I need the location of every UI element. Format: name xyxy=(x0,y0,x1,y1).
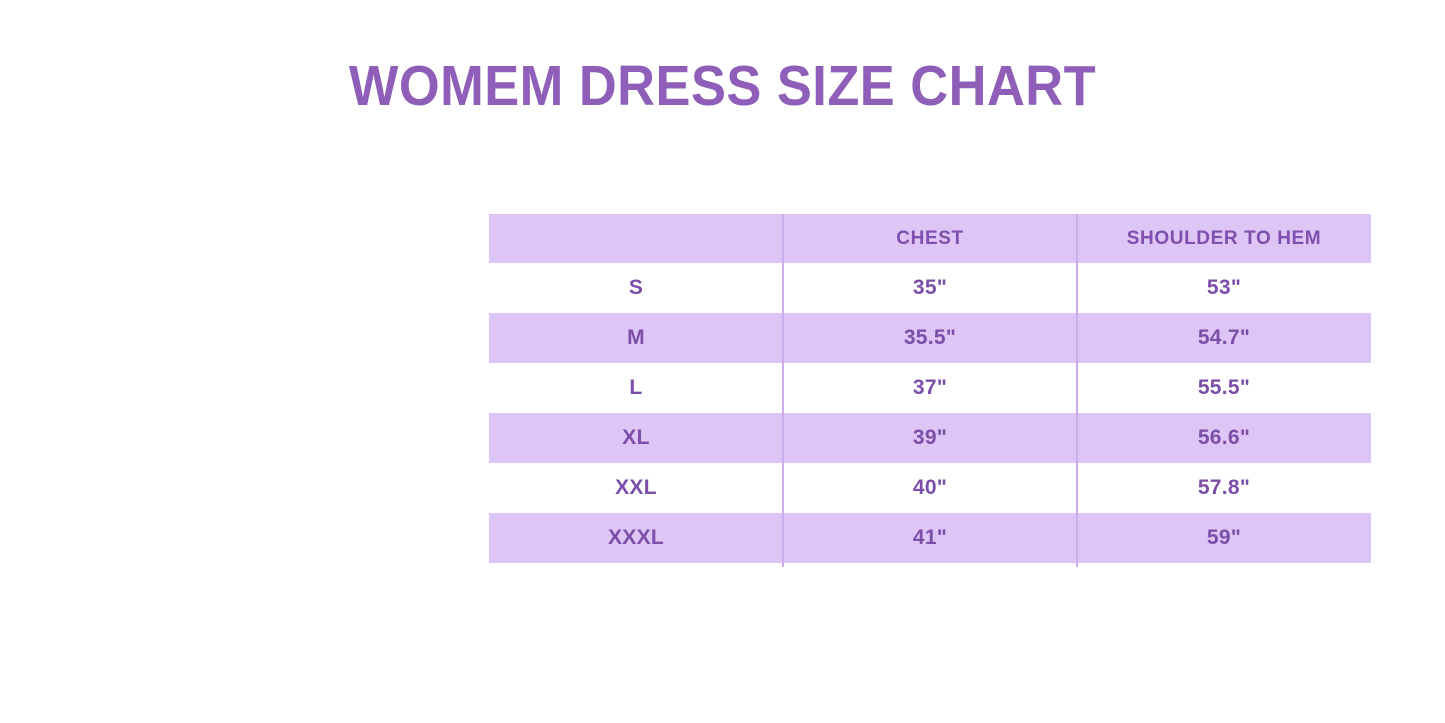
cell-shoulder-to-hem: 54.7" xyxy=(1197,326,1251,349)
cell-chest: 39" xyxy=(912,426,948,449)
cell-size: XXL xyxy=(615,476,657,499)
cell-size: XXXL xyxy=(607,526,665,549)
table-row: M 35.5" 54.7" xyxy=(489,313,1371,363)
cell-shoulder-to-hem: 53" xyxy=(1206,276,1242,299)
cell-shoulder-to-hem: 57.8" xyxy=(1197,476,1251,499)
cell-chest: 35" xyxy=(912,276,948,299)
cell-chest: 41" xyxy=(912,526,948,549)
cell-size: S xyxy=(628,276,644,299)
column-header-chest: CHEST xyxy=(896,227,964,249)
table-header-row: CHEST SHOULDER TO HEM xyxy=(489,214,1371,263)
page-title: WOMEM DRESS SIZE CHART xyxy=(348,54,1097,118)
size-chart-table-container: CHEST SHOULDER TO HEM S 35" 53" M 35.5" … xyxy=(489,214,1371,567)
table-row: XXL 40" 57.8" xyxy=(489,463,1371,513)
table-body: S 35" 53" M 35.5" 54.7" L 37" 55.5" XL 3… xyxy=(489,263,1371,563)
cell-size: M xyxy=(627,326,645,349)
cell-shoulder-to-hem: 59" xyxy=(1206,526,1242,549)
cell-chest: 35.5" xyxy=(903,326,957,349)
column-header-size xyxy=(489,214,783,263)
table-row: XL 39" 56.6" xyxy=(489,413,1371,463)
table-row: S 35" 53" xyxy=(489,263,1371,313)
cell-chest: 40" xyxy=(912,476,948,499)
cell-shoulder-to-hem: 55.5" xyxy=(1197,376,1251,399)
table-row: XXXL 41" 59" xyxy=(489,513,1371,563)
cell-shoulder-to-hem: 56.6" xyxy=(1197,426,1251,449)
table-row: L 37" 55.5" xyxy=(489,363,1371,413)
cell-size: XL xyxy=(622,426,650,449)
column-header-shoulder-to-hem: SHOULDER TO HEM xyxy=(1126,227,1322,249)
size-chart-table: CHEST SHOULDER TO HEM S 35" 53" M 35.5" … xyxy=(489,214,1371,563)
table-header: CHEST SHOULDER TO HEM xyxy=(489,214,1371,263)
cell-chest: 37" xyxy=(912,376,948,399)
cell-size: L xyxy=(629,376,643,399)
